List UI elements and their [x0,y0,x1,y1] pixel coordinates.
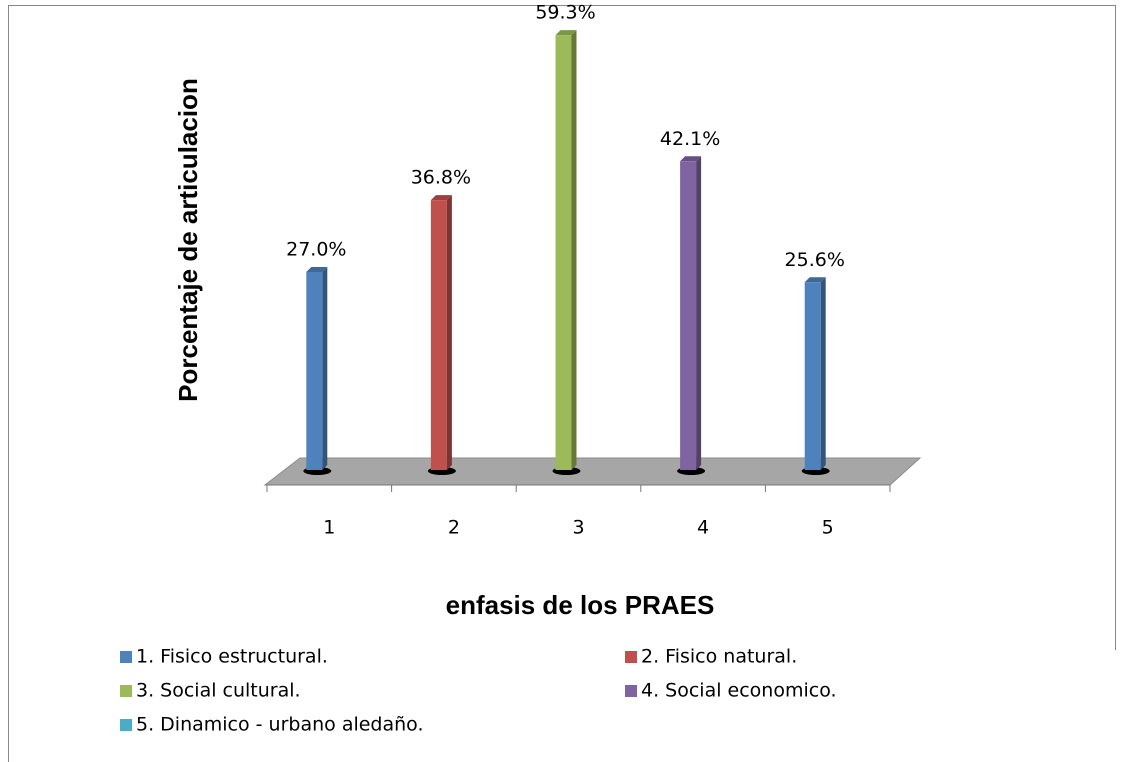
bar-top [804,277,826,283]
bar [306,272,323,470]
bar-top [306,267,328,272]
x-tick-label: 1 [323,517,335,539]
x-tick-label: 5 [822,517,834,539]
legend-swatch [120,685,132,697]
legend-swatch [625,685,637,697]
data-label: 36.8% [411,167,471,189]
x-axis-label: enfasis de los PRAES [446,590,715,620]
legend-label: 5. Dinamico - urbano aledaño. [136,714,424,736]
data-label: 59.3% [535,2,595,24]
data-label: 27.0% [286,239,346,261]
x-tick-label: 3 [572,517,584,539]
legend-label: 3. Social cultural. [136,680,301,702]
bar-side [571,30,577,471]
legend-swatch [120,719,132,731]
legend-label: 4. Social economico. [641,680,837,702]
bar-side [696,156,702,470]
chart-frame [8,5,1116,762]
legend-label: 2. Fisico natural. [641,646,797,668]
x-tick-label: 4 [697,517,709,539]
bar-side [322,267,328,470]
bar [430,200,447,470]
bar [804,282,821,470]
legend-swatch [120,651,132,663]
bar-top [555,30,577,36]
bar-side [820,277,826,470]
bar [680,161,697,470]
legend-swatch [625,651,637,663]
bar-top [430,195,452,201]
bar-top [680,156,702,162]
data-label: 42.1% [660,128,720,150]
data-label: 25.6% [785,249,845,271]
legend-label: 1. Fisico estructural. [136,646,328,668]
x-tick-label: 2 [448,517,460,539]
bar [555,35,572,471]
y-axis-label: Porcentaje de articulacion [173,78,203,402]
bar-side [446,195,452,470]
